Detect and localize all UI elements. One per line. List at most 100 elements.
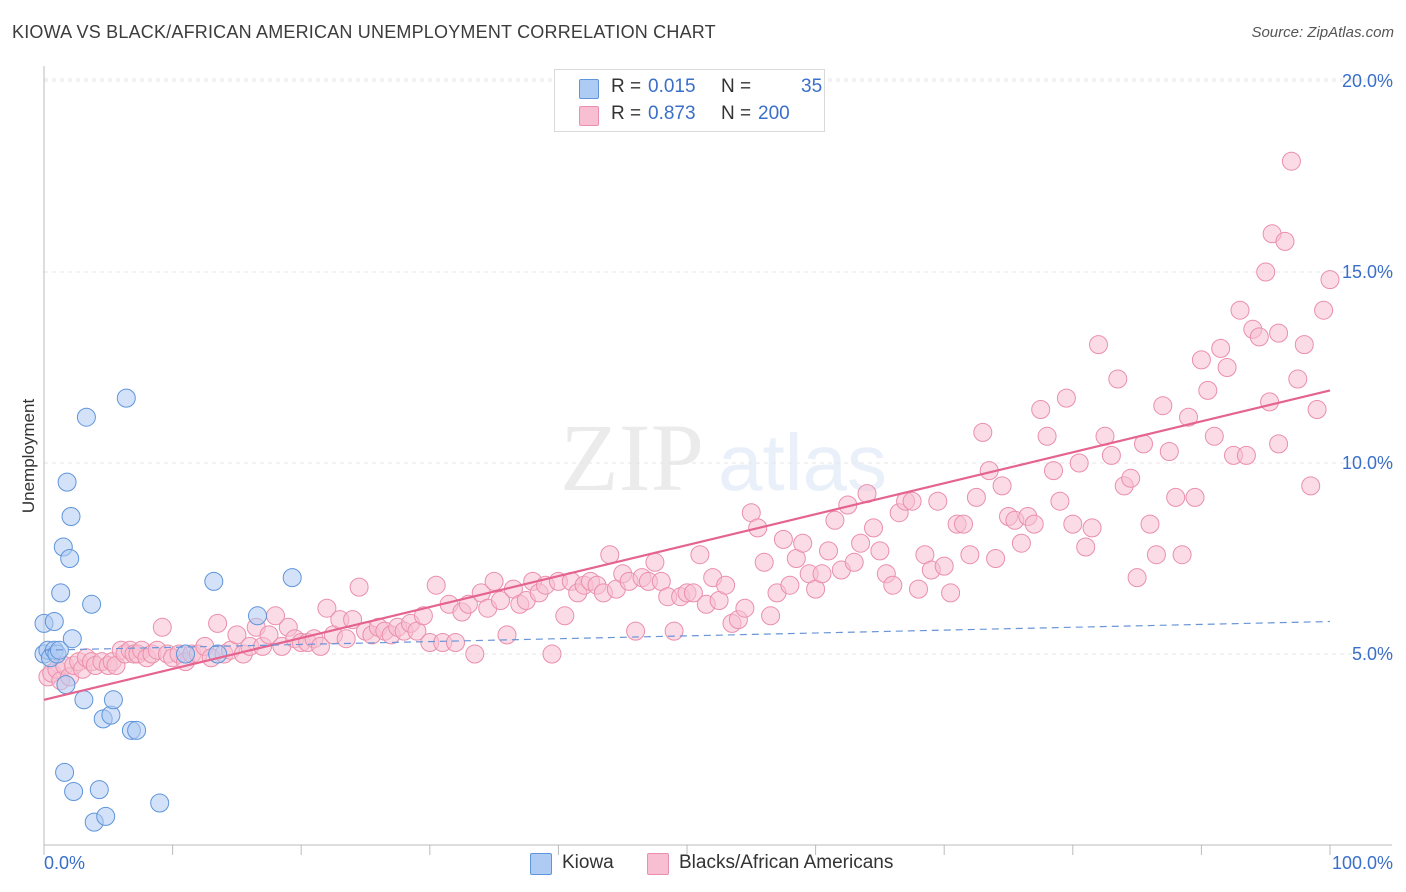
black-r-value: 0.873 xyxy=(648,103,696,124)
black-data-point xyxy=(1281,151,1301,171)
black-legend-label: Blacks/African Americans xyxy=(679,852,894,873)
y-tick-label: 20.0% xyxy=(1342,71,1393,91)
black-data-point xyxy=(1172,545,1192,565)
black-data-point xyxy=(1301,476,1321,496)
black-data-point xyxy=(1179,407,1198,427)
kiowa-swatch-icon xyxy=(579,79,599,99)
black-data-point xyxy=(484,571,504,591)
black-trend-line xyxy=(43,389,1331,701)
black-data-point xyxy=(1191,350,1211,370)
black-legend-icon xyxy=(647,853,669,875)
kiowa-r-label: R = xyxy=(611,76,642,97)
black-data-point xyxy=(1307,400,1327,419)
black-data-point xyxy=(497,625,517,645)
black-data-point xyxy=(349,577,369,597)
black-data-point xyxy=(960,545,980,565)
black-data-point xyxy=(864,518,883,538)
black-data-point xyxy=(844,552,864,572)
black-data-point xyxy=(426,575,446,595)
kiowa-data-point xyxy=(56,675,76,695)
kiowa-data-point xyxy=(82,594,102,614)
black-data-point xyxy=(645,552,665,572)
black-data-point xyxy=(336,629,356,649)
kiowa-n-value: 35 xyxy=(801,76,823,97)
kiowa-data-point xyxy=(204,571,224,591)
kiowa-data-point xyxy=(127,720,147,740)
black-data-point xyxy=(1320,270,1340,290)
black-data-point xyxy=(1101,445,1121,465)
x-tick-label: 100.0% xyxy=(1332,853,1393,873)
black-data-point xyxy=(1108,369,1128,389)
kiowa-data-point xyxy=(150,793,170,813)
black-data-point xyxy=(1056,388,1076,408)
black-data-point xyxy=(1211,338,1231,358)
kiowa-series-points xyxy=(34,388,302,832)
black-data-point xyxy=(542,644,562,664)
black-data-point xyxy=(1269,434,1289,454)
kiowa-data-point xyxy=(51,583,71,603)
black-data-point xyxy=(902,491,922,511)
black-data-point xyxy=(413,606,433,626)
black-swatch-icon xyxy=(579,106,599,126)
black-data-point xyxy=(754,552,774,572)
black-data-point xyxy=(1076,537,1096,557)
black-data-point xyxy=(1288,369,1308,389)
black-data-point xyxy=(1146,545,1166,565)
black-data-point xyxy=(1159,442,1179,461)
black-data-point xyxy=(626,621,646,641)
black-data-point xyxy=(1050,491,1070,511)
black-data-point xyxy=(1256,262,1276,282)
black-data-point xyxy=(735,598,755,618)
black-data-point xyxy=(555,606,575,626)
black-data-point xyxy=(1198,380,1218,400)
black-data-point xyxy=(1089,335,1108,355)
kiowa-trend-line xyxy=(43,620,1331,651)
black-data-point xyxy=(664,621,684,641)
black-data-point xyxy=(1140,514,1160,534)
black-data-point xyxy=(600,545,620,565)
kiowa-data-point xyxy=(62,629,82,649)
black-data-point xyxy=(1127,568,1147,588)
black-data-point xyxy=(208,613,228,633)
black-n-value: 200 xyxy=(758,103,790,124)
black-data-point xyxy=(1121,468,1141,488)
black-data-point xyxy=(1037,426,1057,446)
black-data-point xyxy=(883,575,903,595)
source-credit: Source: ZipAtlas.com xyxy=(1251,24,1394,41)
kiowa-legend-label: Kiowa xyxy=(562,852,614,873)
black-data-point xyxy=(1230,300,1250,320)
black-data-point xyxy=(1069,453,1089,473)
black-data-point xyxy=(311,636,330,656)
black-data-point xyxy=(1236,445,1256,465)
kiowa-data-point xyxy=(116,388,136,408)
black-data-point xyxy=(1269,323,1289,343)
kiowa-r-value: 0.015 xyxy=(648,76,696,97)
black-data-point xyxy=(716,575,736,595)
black-data-point xyxy=(992,476,1012,496)
black-data-point xyxy=(761,606,781,626)
black-data-point xyxy=(870,541,890,561)
black-data-point xyxy=(1185,487,1205,507)
kiowa-legend-icon xyxy=(530,853,552,875)
black-data-point xyxy=(1294,335,1314,355)
chart-title: KIOWA VS BLACK/AFRICAN AMERICAN UNEMPLOY… xyxy=(12,22,716,42)
kiowa-data-point xyxy=(60,549,80,568)
black-data-point xyxy=(491,591,510,610)
kiowa-data-point xyxy=(76,407,96,427)
black-data-point xyxy=(683,583,703,603)
black-data-point xyxy=(812,564,832,584)
black-data-point xyxy=(793,533,813,553)
black-data-point xyxy=(446,633,465,652)
black-data-point xyxy=(909,579,928,599)
trend-lines xyxy=(43,389,1331,701)
gridlines xyxy=(44,78,1392,655)
black-data-point xyxy=(1044,461,1063,481)
black-data-point xyxy=(227,625,247,645)
black-data-point xyxy=(973,422,993,442)
black-data-point xyxy=(825,510,845,530)
black-data-point xyxy=(941,583,961,603)
kiowa-data-point xyxy=(96,806,116,826)
black-data-point xyxy=(1024,514,1044,534)
black-data-point xyxy=(465,644,485,664)
